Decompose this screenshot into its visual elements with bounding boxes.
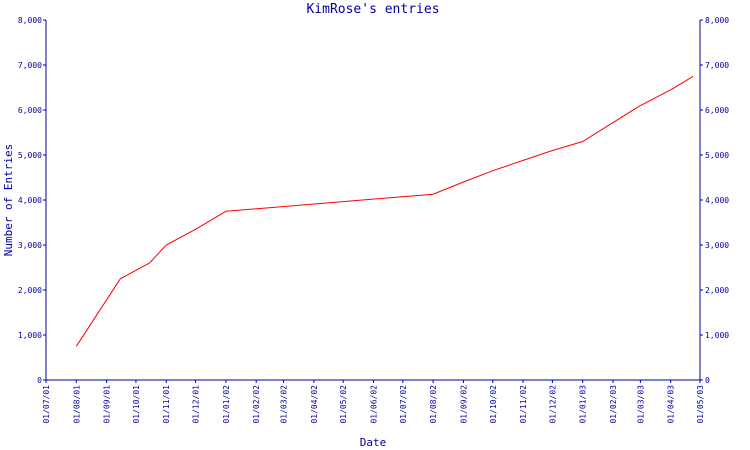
y-tick-label-left: 5,000 xyxy=(18,151,42,160)
series-line xyxy=(75,75,694,347)
x-tick-label: 01/03/02 xyxy=(280,385,289,424)
y-tick-label-right: 2,000 xyxy=(705,286,729,295)
x-tick-label: 01/10/01 xyxy=(132,385,141,424)
x-tick-label: 01/11/02 xyxy=(519,385,528,424)
x-tick-label: 01/07/01 xyxy=(42,385,51,424)
y-tick-label-left: 3,000 xyxy=(18,241,42,250)
x-tick-label: 01/06/02 xyxy=(369,385,378,424)
y-tick-label-left: 6,000 xyxy=(18,106,42,115)
x-tick-label: 01/03/03 xyxy=(636,385,645,424)
y-tick-label-left: 2,000 xyxy=(18,286,42,295)
x-tick-label: 01/04/03 xyxy=(667,385,676,424)
x-tick-label: 01/05/02 xyxy=(339,385,348,424)
y-tick-label-right: 1,000 xyxy=(705,331,729,340)
y-tick-label-right: 4,000 xyxy=(705,196,729,205)
y-tick-label-right: 7,000 xyxy=(705,61,729,70)
x-axis-title: Date xyxy=(360,436,387,449)
x-tick-label: 01/11/01 xyxy=(162,385,171,424)
x-tick-label: 01/08/02 xyxy=(429,385,438,424)
x-tick-label: 01/05/03 xyxy=(696,385,705,424)
x-tick-label: 01/08/01 xyxy=(72,385,81,424)
y-tick-label-left: 1,000 xyxy=(18,331,42,340)
y-tick-label-right: 3,000 xyxy=(705,241,729,250)
x-tick-label: 01/10/02 xyxy=(489,385,498,424)
x-tick-label: 01/01/02 xyxy=(222,385,231,424)
x-tick-label: 01/01/03 xyxy=(579,385,588,424)
x-tick-label: 01/02/03 xyxy=(609,385,618,424)
y-tick-label-left: 4,000 xyxy=(18,196,42,205)
x-tick-label: 01/09/01 xyxy=(103,385,112,424)
y-tick-label-left: 7,000 xyxy=(18,61,42,70)
y-tick-label-right: 5,000 xyxy=(705,151,729,160)
y-axis-title: Number of Entries xyxy=(2,144,15,257)
y-tick-label-right: 0 xyxy=(705,376,710,385)
ticks: 0 0 1,000 1,000 2,000 2,000 3,000 3,000 4,000 4,0… xyxy=(18,16,729,424)
x-tick-label: 01/12/02 xyxy=(548,385,557,424)
x-tick-label: 01/02/02 xyxy=(252,385,261,424)
x-tick-label: 01/12/01 xyxy=(192,385,201,424)
y-tick-label-right: 6,000 xyxy=(705,106,729,115)
y-tick-label-left: 8,000 xyxy=(18,16,42,25)
axes xyxy=(45,20,701,381)
series-layer xyxy=(75,75,694,347)
x-tick-label: 01/09/02 xyxy=(459,385,468,424)
chart-title: KimRose's entries xyxy=(306,2,439,17)
x-tick-label: 01/07/02 xyxy=(399,385,408,424)
y-tick-label-left: 0 xyxy=(37,376,42,385)
x-tick-label: 01/04/02 xyxy=(310,385,319,424)
y-tick-label-right: 8,000 xyxy=(705,16,729,25)
